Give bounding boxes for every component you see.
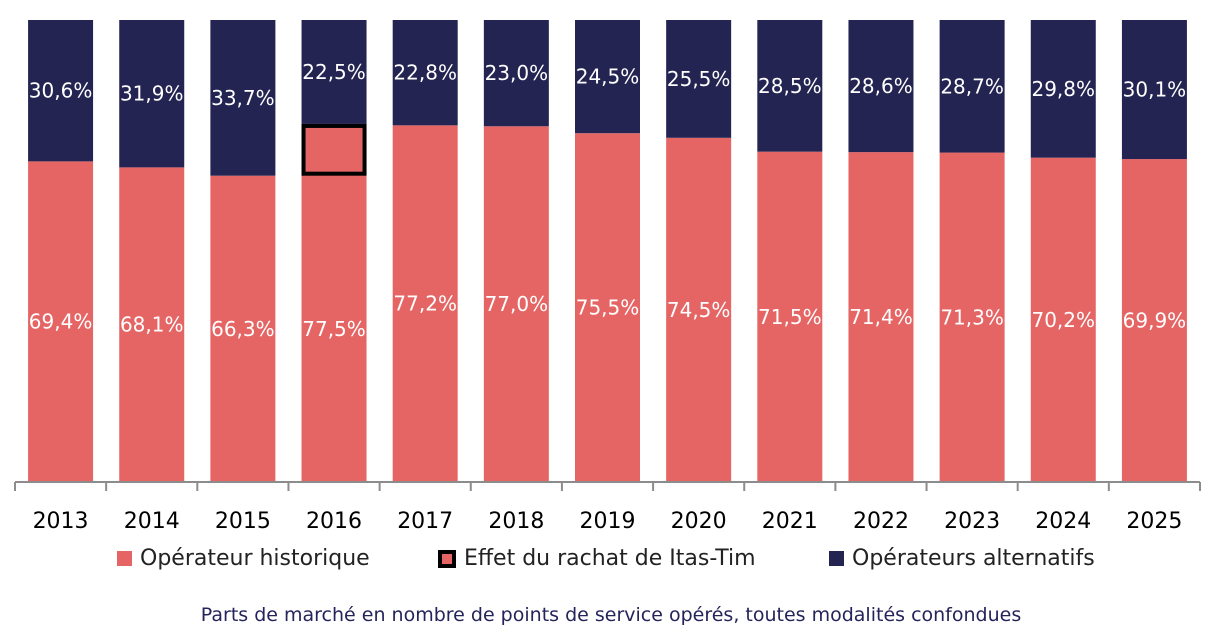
x-tick-label-2023: 2023 bbox=[944, 509, 1000, 534]
bar-alternatifs-2013 bbox=[28, 20, 94, 162]
x-tick-label-2019: 2019 bbox=[580, 509, 636, 534]
x-tick-label-2022: 2022 bbox=[853, 509, 909, 534]
bar-alternatifs-2014 bbox=[119, 20, 185, 168]
label-historique-2016: 77,5% bbox=[302, 317, 366, 341]
bar-historique-2023 bbox=[939, 152, 1005, 482]
label-alternatifs-2020: 25,5% bbox=[667, 67, 731, 91]
bar-historique-2021 bbox=[757, 151, 823, 483]
bar-alternatifs-2016 bbox=[301, 20, 367, 124]
bar-alternatifs-2015 bbox=[210, 20, 276, 176]
label-alternatifs-2017: 22,8% bbox=[393, 61, 457, 85]
label-alternatifs-2021: 28,5% bbox=[758, 74, 822, 98]
bar-alternatifs-2020 bbox=[666, 20, 732, 138]
legend-swatch-historique bbox=[117, 551, 132, 566]
label-historique-2014: 68,1% bbox=[120, 313, 184, 337]
label-alternatifs-2023: 28,7% bbox=[940, 74, 1004, 98]
bar-alternatifs-2021 bbox=[757, 20, 823, 152]
label-alternatifs-2022: 28,6% bbox=[849, 74, 913, 98]
label-historique-2013: 69,4% bbox=[29, 310, 93, 334]
label-historique-2017: 77,2% bbox=[393, 292, 457, 316]
bar-historique-2017 bbox=[392, 125, 458, 482]
label-historique-2024: 70,2% bbox=[1031, 308, 1095, 332]
legend: Opérateur historique Effet du rachat de … bbox=[0, 546, 1222, 580]
chart-caption: Parts de marché en nombre de points de s… bbox=[200, 604, 1022, 626]
label-historique-2018: 77,0% bbox=[485, 292, 549, 316]
legend-swatch-alternatifs bbox=[829, 551, 844, 566]
label-historique-2020: 74,5% bbox=[667, 298, 731, 322]
bar-historique-2014 bbox=[119, 167, 185, 483]
legend-item-historique: Opérateur historique bbox=[117, 546, 370, 571]
x-tick-label-2024: 2024 bbox=[1035, 509, 1091, 534]
label-historique-2021: 71,5% bbox=[758, 305, 822, 329]
x-tick-label-2017: 2017 bbox=[397, 509, 453, 534]
legend-swatch-effet bbox=[438, 549, 456, 568]
bar-historique-2016 bbox=[301, 123, 367, 482]
legend-label-alternatifs: Opérateurs alternatifs bbox=[852, 546, 1095, 571]
label-historique-2015: 66,3% bbox=[211, 317, 275, 341]
bar-alternatifs-2023 bbox=[939, 20, 1005, 153]
stacked-bar-chart: 69,4% 30,6% 2013 68,1% 31,9% 2014 66,3% 33,7% 20… bbox=[14, 20, 1201, 534]
label-historique-2023: 71,3% bbox=[940, 305, 1004, 329]
legend-label-effet: Effet du rachat de Itas-Tim bbox=[464, 546, 756, 571]
legend-item-effet: Effet du rachat de Itas-Tim bbox=[438, 546, 756, 571]
bar-alternatifs-2018 bbox=[483, 20, 549, 127]
x-tick-label-2018: 2018 bbox=[488, 509, 544, 534]
label-historique-2022: 71,4% bbox=[849, 305, 913, 329]
label-alternatifs-2014: 31,9% bbox=[120, 82, 184, 106]
bar-alternatifs-2022 bbox=[848, 20, 914, 153]
bar-historique-2018 bbox=[483, 126, 549, 482]
label-alternatifs-2016: 22,5% bbox=[302, 60, 366, 84]
legend-label-historique: Opérateur historique bbox=[140, 546, 370, 571]
x-tick-label-2016: 2016 bbox=[306, 509, 362, 534]
label-historique-2025: 69,9% bbox=[1123, 309, 1187, 333]
x-tick-label-2020: 2020 bbox=[671, 509, 727, 534]
bar-alternatifs-2017 bbox=[392, 20, 458, 126]
bar-historique-2013 bbox=[28, 161, 94, 482]
bar-historique-2025 bbox=[1121, 159, 1187, 482]
label-historique-2019: 75,5% bbox=[576, 296, 640, 320]
label-alternatifs-2024: 29,8% bbox=[1031, 77, 1095, 101]
label-alternatifs-2015: 33,7% bbox=[211, 86, 275, 110]
bar-historique-2015 bbox=[210, 175, 276, 482]
label-alternatifs-2025: 30,1% bbox=[1123, 78, 1187, 102]
bar-alternatifs-2024 bbox=[1030, 20, 1096, 158]
x-tick-label-2013: 2013 bbox=[33, 509, 89, 534]
x-tick-label-2021: 2021 bbox=[762, 509, 818, 534]
label-alternatifs-2018: 23,0% bbox=[485, 61, 549, 85]
bar-historique-2022 bbox=[848, 152, 914, 482]
label-alternatifs-2013: 30,6% bbox=[29, 79, 93, 103]
x-tick-label-2014: 2014 bbox=[124, 509, 180, 534]
legend-item-alternatifs: Opérateurs alternatifs bbox=[829, 546, 1095, 571]
bar-historique-2024 bbox=[1030, 157, 1096, 482]
bar-historique-2020 bbox=[666, 137, 732, 482]
bar-historique-2019 bbox=[575, 133, 640, 482]
highlight-box-2016 bbox=[301, 123, 367, 176]
x-tick-label-2025: 2025 bbox=[1126, 509, 1182, 534]
label-alternatifs-2019: 24,5% bbox=[576, 65, 640, 89]
bar-alternatifs-2025 bbox=[1121, 20, 1187, 160]
bar-alternatifs-2019 bbox=[575, 20, 640, 134]
x-tick-label-2015: 2015 bbox=[215, 509, 271, 534]
